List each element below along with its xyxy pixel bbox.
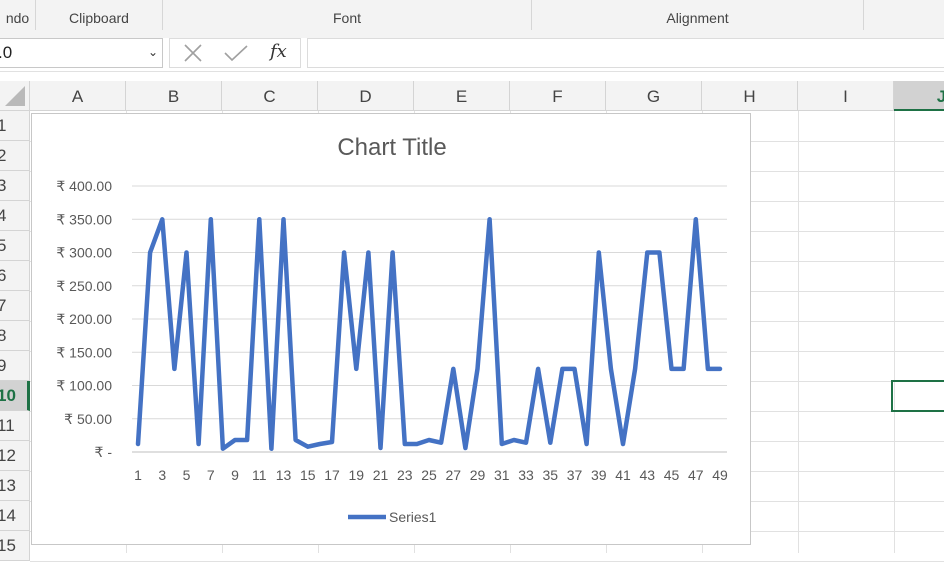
row-header-13[interactable]: 13 bbox=[0, 471, 30, 501]
x-tick-label: 15 bbox=[300, 467, 316, 483]
x-tick-label: 45 bbox=[664, 467, 680, 483]
legend-label: Series1 bbox=[389, 509, 437, 525]
grid-column-line bbox=[894, 111, 895, 553]
x-tick-label: 31 bbox=[494, 467, 510, 483]
column-header-d[interactable]: D bbox=[318, 81, 414, 111]
x-tick-label: 37 bbox=[567, 467, 583, 483]
row-header-6[interactable]: 6 bbox=[0, 261, 30, 291]
x-tick-label: 35 bbox=[542, 467, 558, 483]
y-tick-label: ₹ 200.00 bbox=[56, 311, 112, 327]
row-header-10[interactable]: 10 bbox=[0, 381, 30, 411]
ribbon-group-label: Clipboard bbox=[69, 10, 129, 26]
select-all-button[interactable] bbox=[0, 81, 30, 111]
y-tick-label: ₹ 150.00 bbox=[56, 344, 112, 360]
column-header-a[interactable]: A bbox=[30, 81, 126, 111]
x-tick-label: 5 bbox=[183, 467, 191, 483]
chart-canvas: Chart Title ₹ - ₹ 50.00 ₹ 100.00 ₹ 150.00 ₹ 2… bbox=[56, 134, 728, 525]
ribbon-group-label: Font bbox=[332, 10, 361, 26]
series-line bbox=[135, 217, 723, 451]
y-tick-label: ₹ 50.00 bbox=[64, 411, 112, 427]
row-header-9[interactable]: 9 bbox=[0, 351, 30, 381]
x-tick-label: 7 bbox=[207, 467, 215, 483]
row-header-4[interactable]: 4 bbox=[0, 201, 30, 231]
x-tick-label: 9 bbox=[231, 467, 239, 483]
column-header-f[interactable]: F bbox=[510, 81, 606, 111]
column-header-j[interactable]: J bbox=[894, 81, 944, 111]
active-cell[interactable] bbox=[891, 380, 944, 412]
name-box[interactable]: .0 ⌄ bbox=[0, 38, 163, 68]
row-header-7[interactable]: 7 bbox=[0, 291, 30, 321]
ribbon-group-label: Alignment bbox=[666, 10, 729, 26]
x-tick-label: 25 bbox=[421, 467, 437, 483]
y-tick-label: ₹ 350.00 bbox=[56, 211, 112, 227]
formula-bar: .0 ⌄ fx bbox=[0, 38, 944, 72]
ribbon-group-font[interactable]: Font bbox=[163, 0, 532, 30]
ribbon-group-alignment[interactable]: Alignment bbox=[532, 0, 864, 30]
ribbon-group-clipboard[interactable]: Clipboard bbox=[36, 0, 163, 30]
row-header-14[interactable]: 14 bbox=[0, 501, 30, 531]
name-box-value: .0 bbox=[0, 43, 13, 62]
column-header-i[interactable]: I bbox=[798, 81, 894, 111]
column-header-g[interactable]: G bbox=[606, 81, 702, 111]
x-tick-label: 29 bbox=[470, 467, 486, 483]
line-chart[interactable]: Chart Title ₹ - ₹ 50.00 ₹ 100.00 ₹ 150.00 ₹ 2… bbox=[31, 113, 751, 545]
ribbon-group-labels: ndo Clipboard Font Alignment bbox=[0, 0, 944, 31]
x-tick-label: 21 bbox=[373, 467, 389, 483]
formula-buttons bbox=[169, 38, 301, 68]
row-header-12[interactable]: 12 bbox=[0, 441, 30, 471]
column-header-e[interactable]: E bbox=[414, 81, 510, 111]
x-tick-label: 1 bbox=[134, 467, 142, 483]
x-tick-label: 23 bbox=[397, 467, 413, 483]
column-header-b[interactable]: B bbox=[126, 81, 222, 111]
check-icon[interactable] bbox=[222, 41, 250, 71]
row-header-2[interactable]: 2 bbox=[0, 141, 30, 171]
x-tick-label: 27 bbox=[445, 467, 461, 483]
ribbon-group-label: ndo bbox=[5, 10, 30, 26]
y-tick-label: ₹ 250.00 bbox=[56, 278, 112, 294]
x-tick-label: 33 bbox=[518, 467, 534, 483]
y-tick-label: ₹ - bbox=[95, 444, 113, 460]
grid-column-line bbox=[798, 111, 799, 553]
x-tick-label: 39 bbox=[591, 467, 607, 483]
row-header-15[interactable]: 15 bbox=[0, 531, 30, 561]
chart-title: Chart Title bbox=[337, 134, 446, 161]
ribbon-group-number bbox=[864, 0, 944, 30]
row-header-8[interactable]: 8 bbox=[0, 321, 30, 351]
row-header-11[interactable]: 11 bbox=[0, 411, 30, 441]
x-tick-label: 43 bbox=[639, 467, 655, 483]
y-tick-label: ₹ 400.00 bbox=[56, 178, 112, 194]
row-header-1[interactable]: 1 bbox=[0, 111, 30, 141]
x-tick-label: 13 bbox=[276, 467, 292, 483]
x-tick-label: 49 bbox=[712, 467, 728, 483]
x-tick-label: 47 bbox=[688, 467, 704, 483]
x-tick-label: 41 bbox=[615, 467, 631, 483]
formula-input[interactable] bbox=[307, 38, 944, 68]
insert-function-button[interactable]: fx bbox=[270, 41, 287, 62]
row-header-5[interactable]: 5 bbox=[0, 231, 30, 261]
x-tick-label: 11 bbox=[252, 467, 267, 483]
close-icon[interactable] bbox=[181, 41, 205, 71]
x-tick-label: 19 bbox=[348, 467, 364, 483]
x-tick-label: 3 bbox=[158, 467, 166, 483]
y-tick-label: ₹ 100.00 bbox=[56, 378, 112, 394]
y-tick-label: ₹ 300.00 bbox=[56, 245, 112, 261]
ribbon-group-undo: ndo bbox=[0, 0, 36, 30]
column-header-h[interactable]: H bbox=[702, 81, 798, 111]
column-header-c[interactable]: C bbox=[222, 81, 318, 111]
chevron-down-icon[interactable]: ⌄ bbox=[147, 45, 158, 59]
x-tick-label: 17 bbox=[324, 467, 340, 483]
row-header-3[interactable]: 3 bbox=[0, 171, 30, 201]
